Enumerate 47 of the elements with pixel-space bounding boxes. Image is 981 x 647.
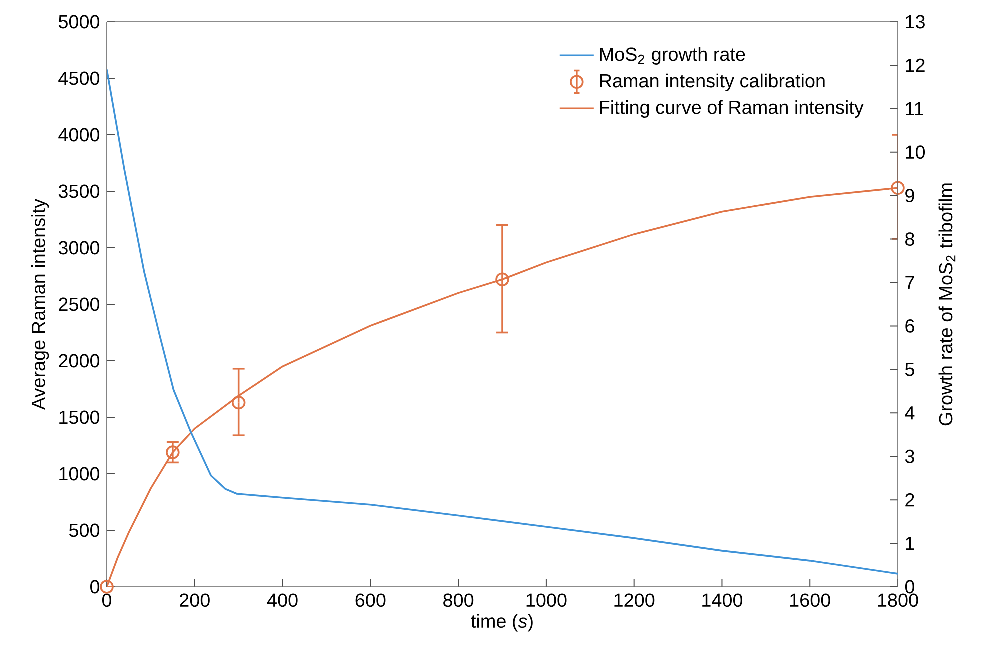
line-series — [107, 68, 898, 575]
x-tick-label: 600 — [356, 594, 386, 608]
y2-tick-label: 4 — [905, 406, 915, 420]
y2-tick-label: 6 — [906, 320, 914, 333]
y2-tick-label: 5 — [905, 363, 914, 376]
legend-label: Raman intensity calibration — [600, 74, 825, 92]
x-tick-label: 1600 — [790, 594, 830, 608]
y2-tick-label: 12 — [906, 58, 925, 72]
legend-label: MoS$_{2}$ growth rate — [600, 47, 746, 65]
point — [100, 580, 114, 594]
y2-tick-label: 3 — [905, 450, 914, 464]
x-tick-label: 1400 — [702, 594, 743, 608]
point — [166, 446, 180, 460]
y2-axis-title: Growth rate of MoS$_{2}$ tribofilm — [938, 184, 956, 426]
y-tick-label: 2000 — [59, 354, 100, 368]
y2-tick-label: 7 — [906, 276, 914, 290]
x-tick-label: 1200 — [614, 594, 655, 608]
y-tick-label: 2500 — [59, 298, 100, 312]
y-tick-label: 0 — [90, 580, 100, 594]
x-tick-label: 1800 — [878, 594, 918, 608]
y2-tick-label: 1 — [906, 537, 914, 550]
x-tick-label: 0 — [102, 594, 112, 608]
point — [232, 396, 246, 410]
y-tick-label: 3500 — [58, 184, 100, 198]
y-tick-label: 1500 — [60, 410, 100, 424]
y2-tick-label: 8 — [906, 232, 914, 246]
y2-tick-label: 13 — [906, 15, 925, 29]
x-tick-label: 1000 — [526, 594, 567, 608]
x-tick-label: 200 — [180, 594, 210, 608]
y-axis-title: Average Raman intensity — [32, 199, 50, 410]
y-tick-label: 4000 — [58, 128, 100, 142]
point — [496, 272, 510, 287]
point — [891, 181, 905, 195]
y-tick-label: 3000 — [58, 241, 100, 255]
y2-tick-label: 11 — [906, 102, 924, 116]
legend-label: Fitting curve of Raman intensity — [600, 100, 864, 118]
y-tick-label: 500 — [69, 524, 100, 538]
y2-tick-label: 10 — [906, 146, 926, 160]
y2-tick-label: 9 — [906, 189, 914, 203]
y2-tick-label: 0 — [905, 580, 914, 594]
y-tick-label: 1000 — [60, 467, 100, 481]
x-axis-title: time (s) — [471, 614, 533, 632]
y-tick-label: 5000 — [58, 15, 100, 29]
x-tick-label: 400 — [267, 594, 298, 608]
y-tick-label: 4500 — [58, 72, 100, 86]
x-tick-label: 800 — [444, 594, 474, 608]
y2-tick-label: 2 — [906, 493, 914, 507]
